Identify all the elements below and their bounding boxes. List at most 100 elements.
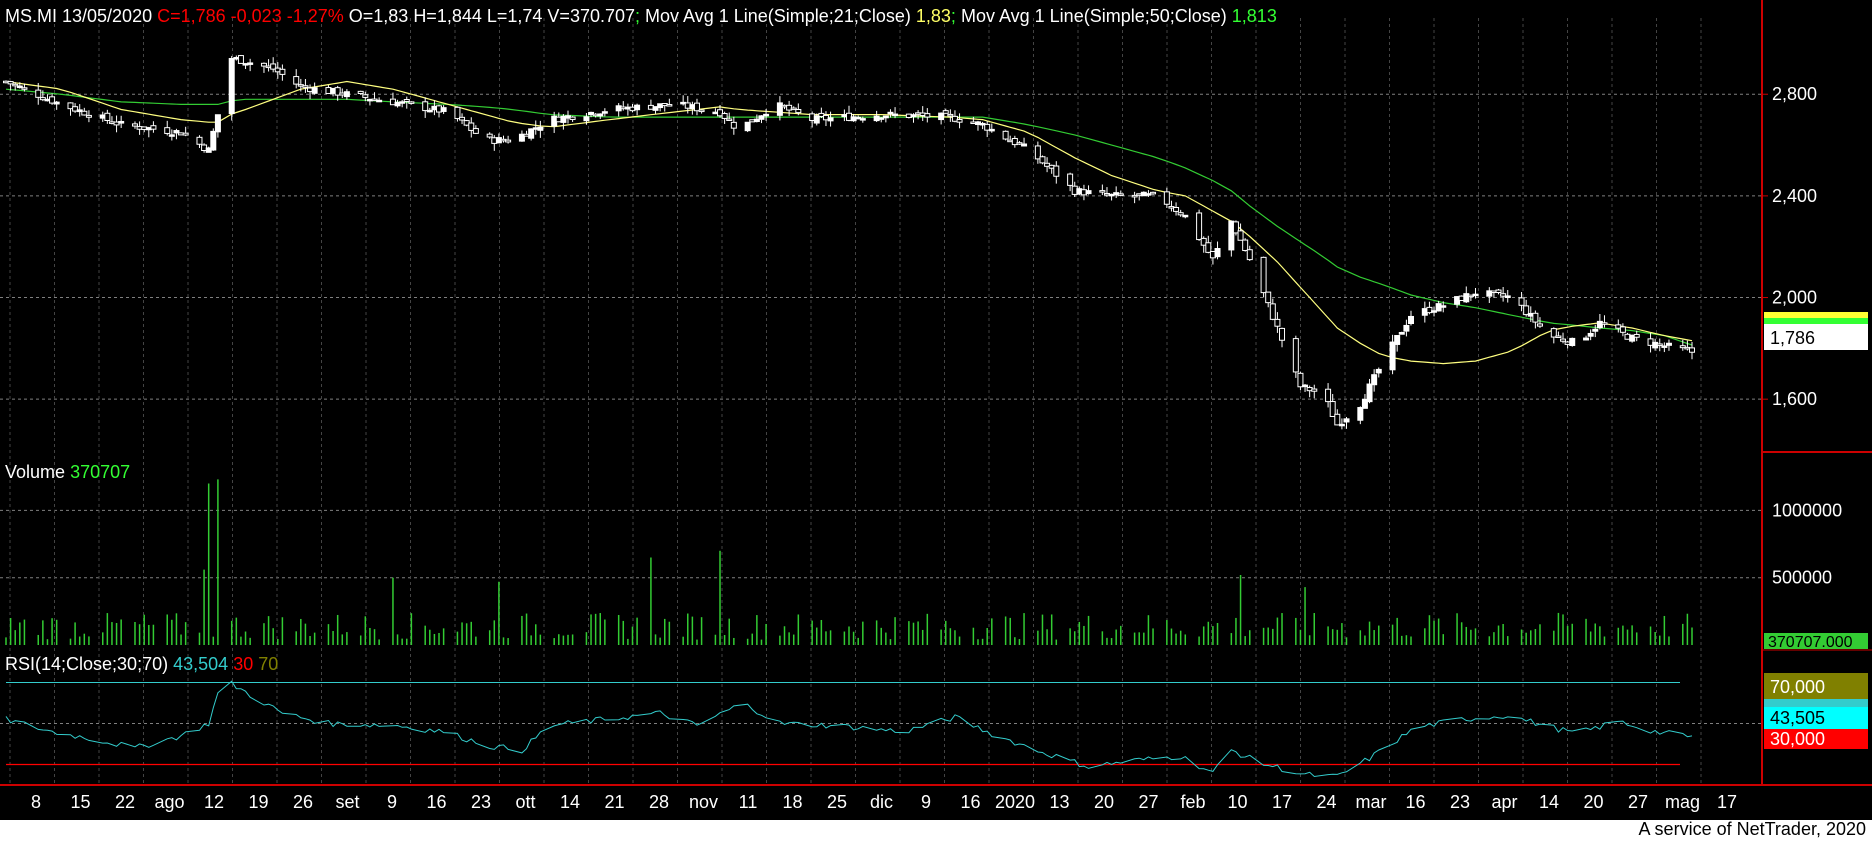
candle-body <box>35 89 42 98</box>
candle-body <box>214 114 221 133</box>
time-tick-label: 23 <box>1450 792 1470 812</box>
candle-body <box>237 55 244 64</box>
rsi-label: RSI(14;Close;30;70) <box>5 654 169 674</box>
candle-body <box>753 118 760 123</box>
price-candles <box>3 54 1695 430</box>
candle-body <box>855 116 862 120</box>
candle-body <box>776 102 783 116</box>
candle-body <box>892 113 899 117</box>
candle-body <box>21 87 28 90</box>
candle-body <box>1343 418 1350 423</box>
time-tick-label: 28 <box>649 792 669 812</box>
candle-body <box>468 122 475 131</box>
time-tick-label: 26 <box>293 792 313 812</box>
candle-body <box>1279 327 1286 341</box>
candle-body <box>247 62 254 65</box>
candle-body <box>1099 190 1106 193</box>
rsi-path <box>5 680 1693 778</box>
candle-body <box>537 126 544 131</box>
candle-body <box>403 99 410 102</box>
time-tick-label: mar <box>1356 792 1387 812</box>
candle-body <box>49 96 56 104</box>
candle-body <box>1044 162 1051 167</box>
candle-body <box>569 116 576 120</box>
volume-bars <box>5 479 1693 645</box>
candle-body <box>505 139 512 143</box>
candle-body <box>938 112 945 121</box>
time-tick-label: nov <box>689 792 718 812</box>
time-tick-label: 9 <box>921 792 931 812</box>
candle-body <box>260 62 267 67</box>
time-tick-label: ago <box>154 792 184 812</box>
time-tick-label: 16 <box>960 792 980 812</box>
candle-body <box>1656 343 1663 346</box>
candle-body <box>947 113 954 117</box>
rsi-70-label: 70,000 <box>1770 677 1825 697</box>
candle-body <box>1011 137 1018 146</box>
rsi-header: RSI(14;Close;30;70) 43,504 30 70 <box>5 654 278 675</box>
footer-bar <box>0 820 1872 844</box>
ma50-legend: Mov Avg 1 Line(Simple;50;Close) <box>960 6 1227 26</box>
candle-body <box>1163 191 1170 205</box>
candle-body <box>1150 191 1157 195</box>
rsi-30-tag <box>1764 729 1868 749</box>
grid-lines <box>0 18 1762 785</box>
volume-header: Volume 370707 <box>5 462 130 483</box>
candle-body <box>726 118 733 121</box>
candle-body <box>168 134 175 137</box>
rsi-30-label: 30,000 <box>1770 729 1825 749</box>
candle-body <box>1205 242 1212 253</box>
candle-body <box>758 115 765 120</box>
candle-body <box>1569 337 1576 346</box>
candle-body <box>334 87 341 96</box>
candle-body <box>1523 305 1530 316</box>
candle-body <box>39 97 46 101</box>
candle-body <box>1173 207 1180 212</box>
time-tick-label: 11 <box>739 792 758 812</box>
candle-body <box>652 106 659 111</box>
candle-body <box>394 101 401 107</box>
candle-body <box>408 101 415 104</box>
candle-body <box>1408 315 1414 325</box>
candle-body <box>588 111 595 116</box>
ohlcv-values: O=1,83 H=1,844 L=1,74 V=370.707 <box>348 6 636 26</box>
candle-body <box>1629 334 1636 342</box>
candle-body <box>597 113 604 117</box>
candle-body <box>1398 331 1405 335</box>
candle-body <box>1679 345 1686 349</box>
time-tick-label: 16 <box>426 792 446 812</box>
volume-tick-label: 500000 <box>1772 568 1832 588</box>
price-header: MS.MI 13/05/2020 C=1,786 -0,023 -1,27% O… <box>5 6 1277 27</box>
rsi-70-tag <box>1764 673 1868 699</box>
time-tick-label: 17 <box>1717 792 1737 812</box>
candle-body <box>53 101 60 105</box>
candle-body <box>1389 341 1396 371</box>
candle-body <box>1228 220 1235 251</box>
candle-body <box>1325 388 1332 403</box>
time-tick-label: ott <box>515 792 535 812</box>
candle-body <box>601 111 608 114</box>
time-tick-label: feb <box>1180 792 1205 812</box>
candle-body <box>1265 291 1272 304</box>
rsi-line <box>5 680 1693 778</box>
candle-body <box>1274 318 1281 327</box>
candle-body <box>813 115 820 124</box>
candle-body <box>1619 326 1626 333</box>
candle-body <box>1532 312 1539 323</box>
candle-body <box>228 58 235 115</box>
candle-body <box>1329 401 1336 417</box>
candle-body <box>1555 335 1562 338</box>
candle-body <box>666 104 673 107</box>
candle-body <box>76 109 83 113</box>
time-tick-label: 20 <box>1583 792 1603 812</box>
candle-body <box>150 125 157 130</box>
candle-body <box>389 98 396 106</box>
candle-body <box>1131 194 1138 198</box>
time-tick-label: 15 <box>70 792 90 812</box>
last-price-label: 1,786 <box>1770 328 1815 348</box>
time-tick-label: 14 <box>560 792 580 812</box>
rsi-high-level: 70 <box>258 654 279 674</box>
candle-body <box>1361 398 1368 409</box>
